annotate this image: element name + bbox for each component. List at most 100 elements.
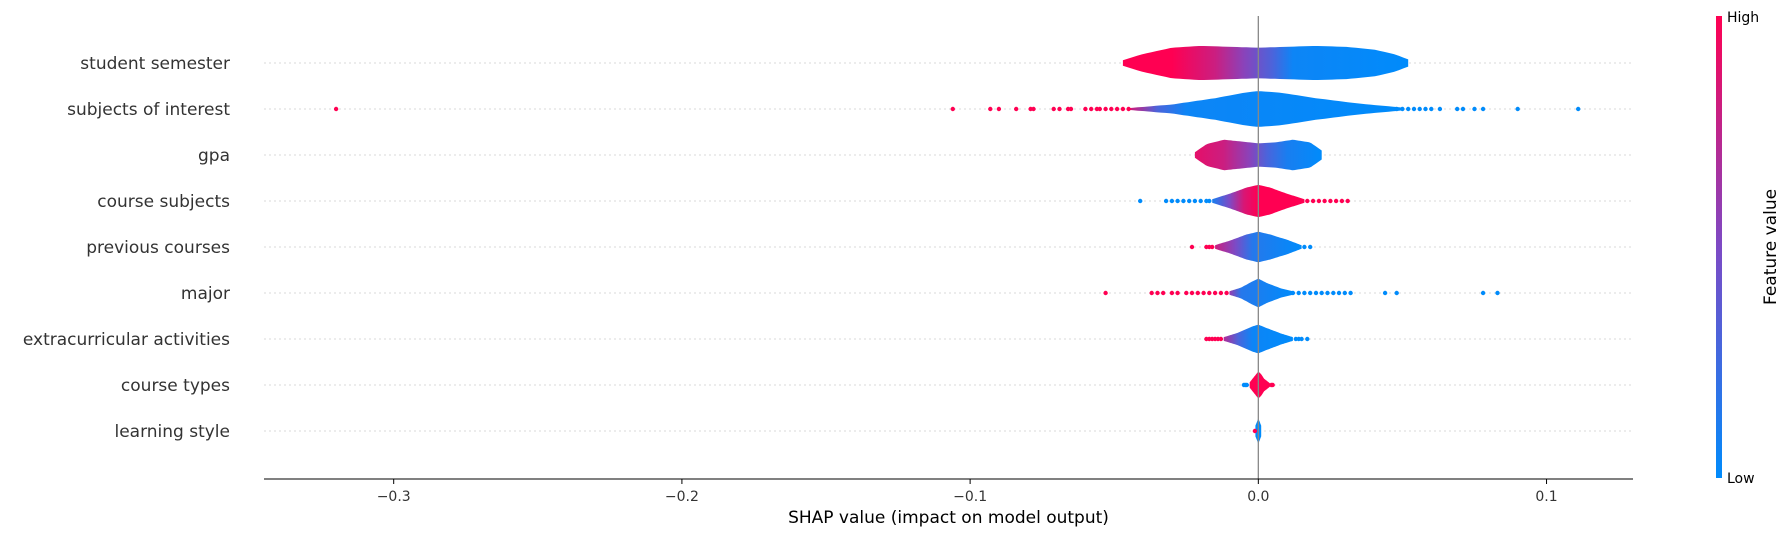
violin-shape	[1229, 278, 1293, 308]
outlier-point	[1322, 198, 1327, 204]
outlier-point	[1423, 106, 1428, 112]
outlier-point	[1120, 106, 1126, 112]
outlier-point	[1495, 290, 1500, 296]
outlier-point	[1218, 336, 1224, 342]
outlier-point	[1244, 382, 1250, 388]
outlier-point	[1336, 290, 1342, 296]
row-gridlines	[264, 62, 1633, 432]
outlier-point	[1406, 106, 1411, 112]
outlier-point	[1051, 106, 1056, 112]
outlier-point	[1437, 106, 1443, 112]
outlier-point	[1328, 198, 1333, 204]
outlier-point	[1339, 198, 1345, 204]
outlier-point	[1149, 290, 1154, 296]
outlier-point	[1310, 198, 1316, 204]
outlier-point	[1057, 106, 1062, 112]
x-tick-label: −0.1	[953, 489, 987, 505]
outlier-point	[1114, 106, 1120, 112]
outlier-point	[1138, 198, 1143, 204]
outlier-point	[1212, 290, 1218, 296]
outlier-point	[1109, 106, 1114, 112]
x-ticks: −0.3 −0.2 −0.1 0.0 0.1	[377, 479, 1558, 505]
outlier-point	[1382, 290, 1388, 296]
feature-label: course subjects	[97, 192, 230, 212]
outlier-point	[1394, 290, 1399, 296]
outlier-point	[1089, 106, 1094, 112]
outlier-point	[1319, 290, 1324, 296]
outlier-point	[1103, 290, 1108, 296]
outlier-point	[950, 106, 955, 112]
outlier-point	[1576, 106, 1581, 112]
feature-label: major	[181, 284, 230, 304]
violin-shape	[1249, 371, 1270, 399]
outlier-point	[1175, 198, 1180, 204]
outlier-point	[1161, 290, 1166, 296]
outlier-point	[333, 106, 339, 112]
outlier-point	[1316, 198, 1322, 204]
outlier-point	[1411, 106, 1417, 112]
x-tick-label: −0.3	[377, 489, 411, 505]
outlier-point	[988, 106, 993, 112]
feature-label: student semester	[80, 54, 230, 74]
outlier-point	[1195, 290, 1201, 296]
feature-label: previous courses	[86, 238, 230, 258]
outlier-point	[1068, 106, 1074, 112]
colorbar-gradient	[1716, 16, 1722, 478]
outlier-point	[1270, 382, 1275, 388]
outlier-point	[1296, 290, 1301, 296]
outlier-point	[1299, 336, 1304, 342]
feature-label: gpa	[198, 146, 230, 166]
outlier-point	[1189, 290, 1195, 296]
outlier-point	[1201, 290, 1206, 296]
outlier-point	[1184, 290, 1189, 296]
outlier-point	[1187, 198, 1192, 204]
outlier-point	[1175, 290, 1180, 296]
outlier-point	[1342, 290, 1348, 296]
outlier-point	[1169, 290, 1175, 296]
outlier-point	[1163, 198, 1169, 204]
outlier-point	[1333, 198, 1339, 204]
outlier-point	[1429, 106, 1434, 112]
outlier-point	[1126, 106, 1131, 112]
colorbar-low-label: Low	[1727, 471, 1755, 487]
outlier-point	[1313, 290, 1319, 296]
outlier-point	[1290, 290, 1296, 296]
outlier-point	[1308, 244, 1313, 250]
colorbar: High Low Feature value	[1716, 10, 1781, 487]
violin-shape	[1128, 91, 1403, 127]
outlier-point	[1348, 290, 1353, 296]
feature-labels: student semester subjects of interest gpa c…	[23, 54, 230, 442]
outlier-point	[996, 106, 1002, 112]
outlier-point	[1480, 290, 1486, 296]
outlier-point	[1192, 198, 1198, 204]
outlier-point	[1515, 106, 1520, 112]
x-tick-label: 0.1	[1535, 489, 1557, 505]
outlier-point	[1417, 106, 1422, 112]
outlier-point	[1169, 198, 1175, 204]
outlier-points	[333, 106, 1581, 434]
feature-label: extracurricular activities	[23, 330, 230, 350]
feature-label: course types	[121, 376, 230, 396]
outlier-point	[1083, 106, 1088, 112]
violin-group	[1122, 46, 1409, 444]
outlier-point	[1198, 198, 1203, 204]
outlier-point	[1031, 106, 1036, 112]
outlier-point	[1155, 290, 1160, 296]
colorbar-title: Feature value	[1761, 189, 1781, 305]
outlier-point	[1455, 106, 1460, 112]
outlier-point	[1331, 290, 1336, 296]
outlier-point	[1302, 244, 1307, 250]
outlier-point	[1325, 290, 1330, 296]
outlier-point	[1207, 290, 1212, 296]
outlier-point	[1305, 336, 1310, 342]
outlier-point	[1103, 106, 1108, 112]
outlier-point	[1394, 106, 1399, 112]
outlier-point	[1480, 106, 1486, 112]
outlier-point	[1218, 290, 1224, 296]
outlier-point	[1345, 198, 1350, 204]
outlier-point	[1305, 198, 1310, 204]
outlier-point	[1097, 106, 1103, 112]
feature-label: learning style	[114, 422, 230, 442]
outlier-point	[1460, 106, 1466, 112]
